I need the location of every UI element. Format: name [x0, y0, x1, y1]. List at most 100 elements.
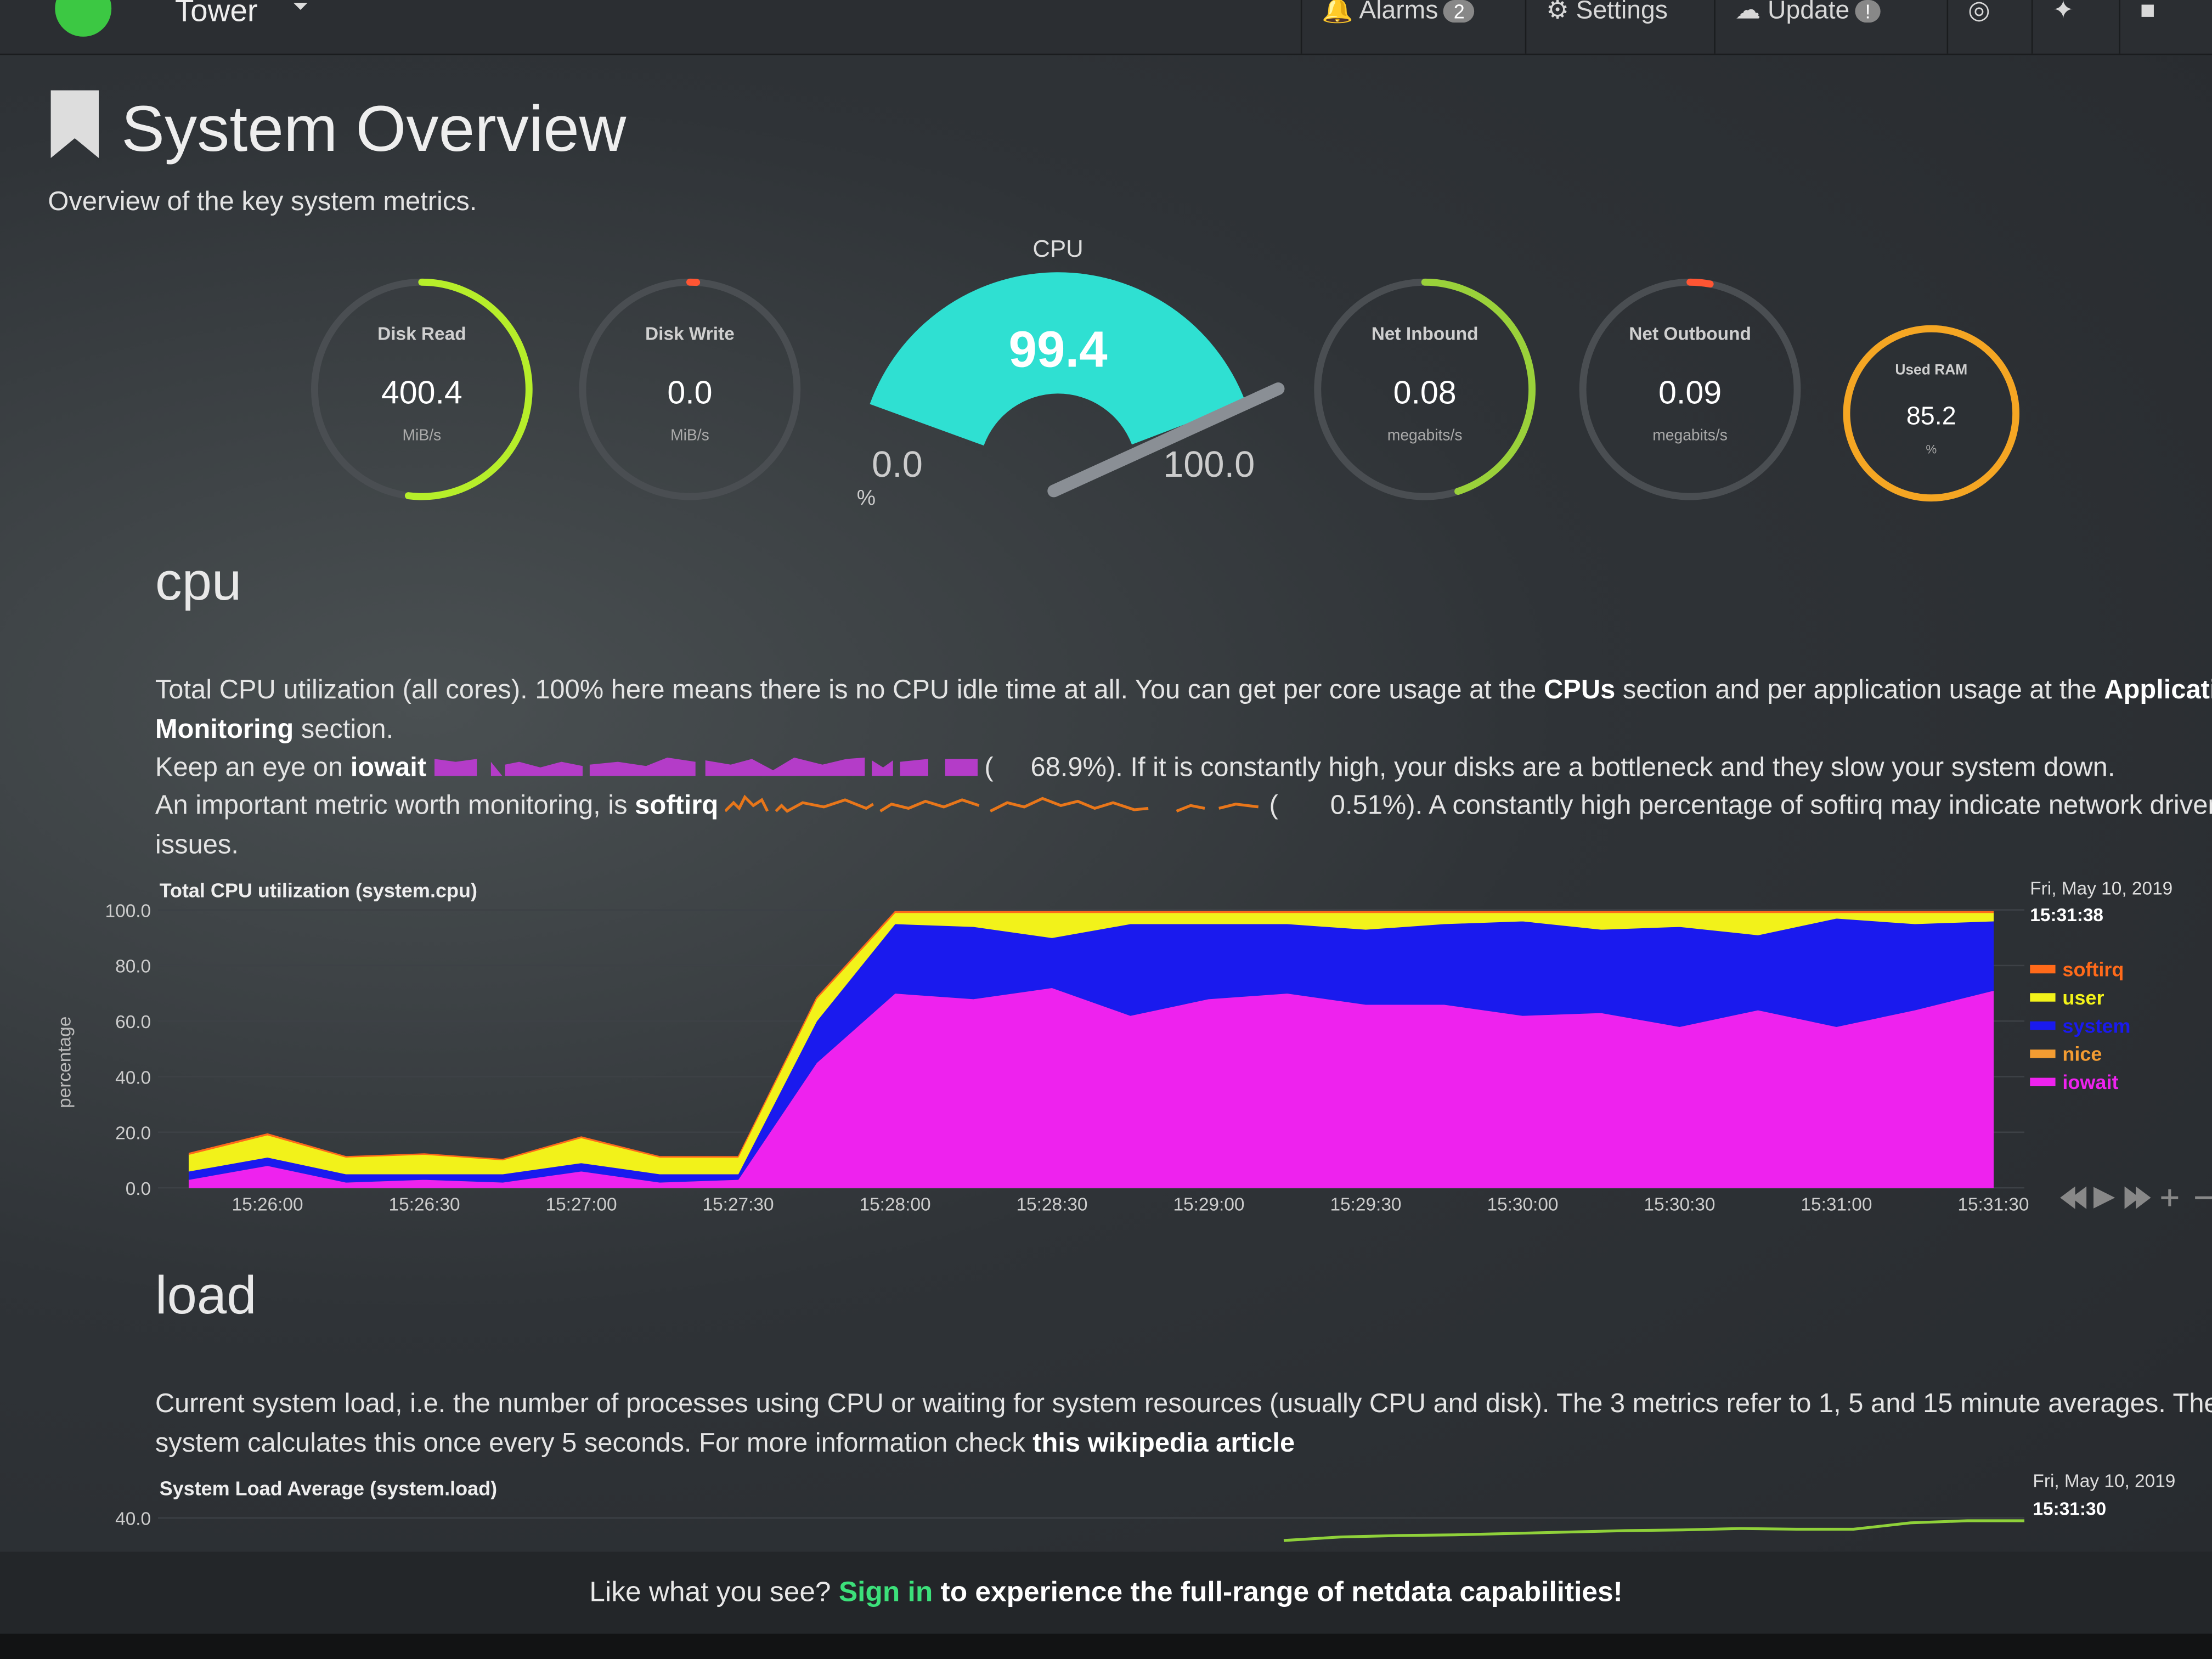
legend-label: user [2062, 986, 2104, 1009]
alarms-button[interactable]: 🔔 Alarms 2 [1300, 0, 1525, 54]
text: ). A constantly high percentage of softi… [1406, 791, 2212, 821]
legend-label: iowait [2062, 1071, 2118, 1093]
chart-title: Total CPU utilization (system.cpu) [160, 879, 477, 901]
load-chart: System Load Average (system.load) 40.0 Fri… [115, 1471, 2175, 1542]
cpu-gauge-fill [870, 272, 1245, 446]
description-line: Current system load, i.e. the number of … [155, 1389, 2212, 1419]
legend-swatch [2030, 1077, 2056, 1086]
sparkline [724, 794, 1260, 813]
x-tick-label: 15:27:30 [703, 1194, 774, 1215]
brand[interactable]: Tower [174, 0, 258, 29]
gauge-title: Disk Write [645, 324, 735, 345]
y-tick-label: 100.0 [105, 901, 151, 921]
chart-title: System Load Average (system.load) [160, 1477, 498, 1500]
legend-label: system [2062, 1014, 2130, 1037]
description-line: Total CPU utilization (all cores). 100% … [155, 676, 2212, 707]
section-heading: cpu [155, 553, 242, 612]
line [1283, 1519, 2024, 1542]
x-tick-label: 15:30:00 [1487, 1194, 1558, 1215]
legend-date: Fri, May 10, 2019 [2030, 878, 2172, 899]
x-tick-label: 15:29:00 [1173, 1194, 1244, 1215]
x-tick-label: 15:30:30 [1644, 1194, 1715, 1215]
cpu-gauge-max: 100.0 [1163, 444, 1255, 485]
legend-date: Fri, May 10, 2019 [2033, 1471, 2175, 1491]
gauges: Disk Read 400.4 MiB/s Disk Write 0.0 MiB/s Net… [311, 235, 2019, 510]
bookmark-icon [50, 90, 99, 158]
gauge-value: 85.2 [1906, 402, 1956, 430]
text: ). If it is constantly high, your disks … [1107, 753, 2115, 783]
legend-swatch [2030, 993, 2056, 1002]
description-line: issues. [155, 831, 239, 861]
y-tick-label: 0.0 [126, 1179, 151, 1199]
text: Total CPU utilization (all cores). 100% … [155, 675, 1544, 706]
github-button[interactable]: ◎ [1946, 0, 2033, 54]
page-title: System Overview [121, 92, 627, 165]
x-tick-label: 15:31:30 [1957, 1194, 2029, 1215]
text: section and per application usage at the [1615, 675, 2104, 706]
y-tick-label: 20.0 [115, 1124, 151, 1144]
settings-label: Settings [1576, 0, 1668, 24]
x-tick-label: 15:28:30 [1016, 1194, 1087, 1215]
metric-value: 68.9% [1030, 753, 1107, 783]
footer-text: to experience the full-range of netdata … [933, 1577, 1623, 1609]
link[interactable]: Monitoring [155, 715, 294, 745]
description-line: system calculates this once every 5 seco… [155, 1429, 1295, 1460]
text: system calculates this once every 5 seco… [155, 1429, 1033, 1459]
update-label: Update [1768, 0, 1850, 24]
area [188, 911, 1994, 1161]
metric-value: 0.51% [1330, 791, 1407, 821]
gauge-unit: megabits/s [1387, 426, 1463, 443]
x-tick-label: 15:31:00 [1801, 1194, 1872, 1215]
gauge-value: 0.08 [1393, 374, 1457, 410]
settings-button[interactable]: ⚙ Settings [1525, 0, 1716, 54]
alarms-label: Alarms [1359, 0, 1438, 24]
y-axis-label: percentage [55, 1017, 75, 1108]
cpu-gauge-needle [1047, 382, 1285, 498]
legend-swatch [2030, 1021, 2056, 1030]
cpu-gauge-unit: % [857, 487, 876, 510]
description-line: Monitoring section. [155, 715, 393, 747]
gauge-unit: MiB/s [403, 426, 442, 443]
cpu-gauge-value: 99.4 [1008, 321, 1107, 378]
cpu-chart: Total CPU utilization (system.cpu) percen… [55, 878, 2212, 1215]
gauge-value: 0.0 [667, 374, 712, 410]
gauge-unit: % [1926, 443, 1937, 456]
page-subtitle: Overview of the key system metrics. [48, 188, 477, 217]
update-button[interactable]: ☁ Update! [1714, 0, 1953, 54]
twitter-button[interactable]: ✦ [2031, 0, 2118, 54]
facebook-button[interactable]: ■ [2119, 0, 2212, 54]
legend-time: 15:31:30 [2033, 1499, 2106, 1520]
section-heading: load [155, 1267, 257, 1327]
taskbar [0, 1633, 2212, 1659]
x-tick-label: 15:26:30 [389, 1194, 460, 1215]
cpu-gauge-min: 0.0 [872, 444, 923, 485]
alarms-badge: 2 [1443, 0, 1475, 23]
legend-swatch [2030, 964, 2056, 974]
navbar: Tower 🔔 Alarms 2 ⚙ Settings ☁ Update! ◎ ✦… [0, 0, 2212, 55]
gauge-unit: megabits/s [1652, 426, 1728, 443]
text: section. [294, 715, 394, 745]
metric-name: softirq [635, 791, 719, 821]
link[interactable]: Applications [2104, 675, 2212, 706]
y-tick-label: 40.0 [115, 1068, 151, 1088]
y-tick-label: 40.0 [115, 1509, 151, 1530]
gauge-unit: MiB/s [670, 426, 709, 443]
gauge-value: 0.09 [1658, 374, 1722, 410]
gauge-title: Net Inbound [1372, 324, 1479, 345]
caret [293, 3, 308, 10]
gauge-title: Disk Read [377, 324, 466, 345]
sign-in-link[interactable]: Sign in [838, 1577, 933, 1609]
gauge-arc [1421, 278, 1536, 495]
update-badge: ! [1855, 0, 1881, 23]
link[interactable]: this wikipedia article [1032, 1429, 1295, 1459]
x-tick-label: 15:26:00 [232, 1194, 303, 1215]
logo [55, 0, 112, 37]
x-tick-label: 15:28:00 [859, 1194, 930, 1215]
description-line: Keep an eye on iowait ( 68.9%). If it is… [155, 753, 2115, 783]
y-tick-label: 80.0 [115, 957, 151, 977]
link[interactable]: CPUs [1543, 675, 1616, 706]
gauge-arc [404, 278, 533, 500]
x-tick-label: 15:29:30 [1330, 1194, 1401, 1215]
